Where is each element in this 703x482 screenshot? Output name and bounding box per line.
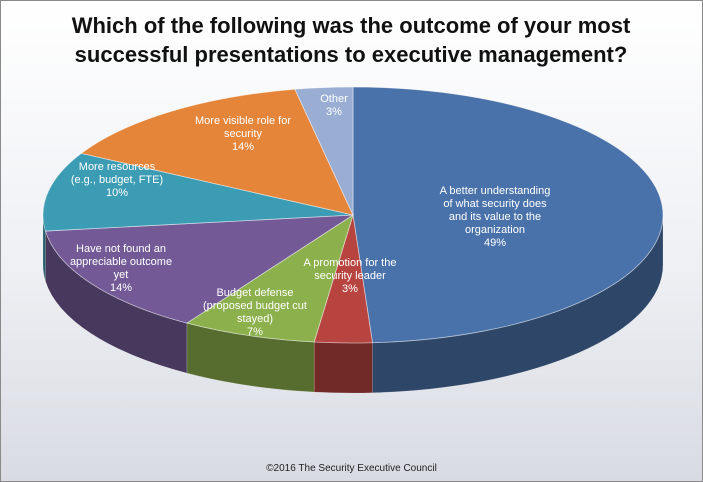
- data-label-7: Other 3%: [320, 93, 348, 118]
- data-label-5-line-2: (e.g., budget, FTE): [71, 174, 163, 186]
- data-label-3: Budget defense (proposed budget cut stayed…: [203, 287, 307, 338]
- data-label-5-line-1: More resources: [79, 161, 156, 173]
- pie-slice-1: [352, 86, 664, 344]
- data-label-3-line-1: Budget defense: [216, 287, 293, 299]
- data-label-6-line-2: security: [224, 128, 262, 140]
- data-label-3-line-3: stayed): [237, 313, 273, 325]
- data-label-4-line-1: Have not found an: [76, 243, 166, 255]
- data-label-7-line-2: 3%: [326, 106, 342, 118]
- chart-title-line-1: Which of the following was the outcome o…: [71, 13, 631, 38]
- data-label-4-line-2: appreciable outcome: [70, 256, 172, 268]
- data-label-2-line-3: 3%: [342, 283, 358, 295]
- data-label-2-line-2: security leader: [314, 270, 386, 282]
- data-label-4: Have not found an appreciable outcome yet 1…: [70, 243, 172, 294]
- data-label-6: More visible role for security 14%: [195, 115, 291, 153]
- data-label-1-line-2: of what security does: [443, 198, 547, 210]
- copyright-text: ©2016 The Security Executive Council: [266, 463, 437, 474]
- data-label-2-line-1: A promotion for the: [304, 257, 397, 269]
- data-label-5: More resources (e.g., budget, FTE) 10%: [71, 161, 163, 199]
- data-label-2: A promotion for the security leader 3%: [304, 257, 397, 295]
- data-label-6-line-3: 14%: [232, 141, 254, 153]
- data-label-5-line-3: 10%: [106, 187, 128, 199]
- data-label-3-line-2: (proposed budget cut: [203, 300, 307, 312]
- data-label-4-line-3: yet: [114, 269, 129, 281]
- chart-title-line-2: successful presentations to executive ma…: [74, 42, 628, 67]
- data-label-1-line-3: and its value to the: [449, 211, 541, 223]
- data-label-1-line-1: A better understanding: [440, 185, 551, 197]
- data-label-3-line-4: 7%: [247, 326, 263, 338]
- data-label-1: A better understanding of what security d…: [440, 185, 551, 249]
- pie-slice-3: [185, 214, 354, 343]
- data-label-1-line-4: organization: [465, 224, 525, 236]
- chart-title: Which of the following was the outcome o…: [21, 11, 681, 69]
- pie-slice-5: [42, 152, 354, 232]
- pie-sides: [42, 214, 664, 394]
- pie-slice-6: [80, 88, 354, 216]
- data-label-7-line-1: Other: [320, 93, 348, 105]
- data-label-6-line-1: More visible role for: [195, 115, 291, 127]
- data-label-1-line-5: 49%: [484, 237, 506, 249]
- pie-slice-4: [44, 214, 355, 324]
- pie-tops: [42, 86, 664, 344]
- pie-labels: A better understanding of what security d…: [70, 93, 550, 338]
- pie-slice-side-2: [313, 341, 373, 394]
- pie-slice-7: [294, 86, 354, 216]
- data-label-4-line-4: 14%: [110, 282, 132, 294]
